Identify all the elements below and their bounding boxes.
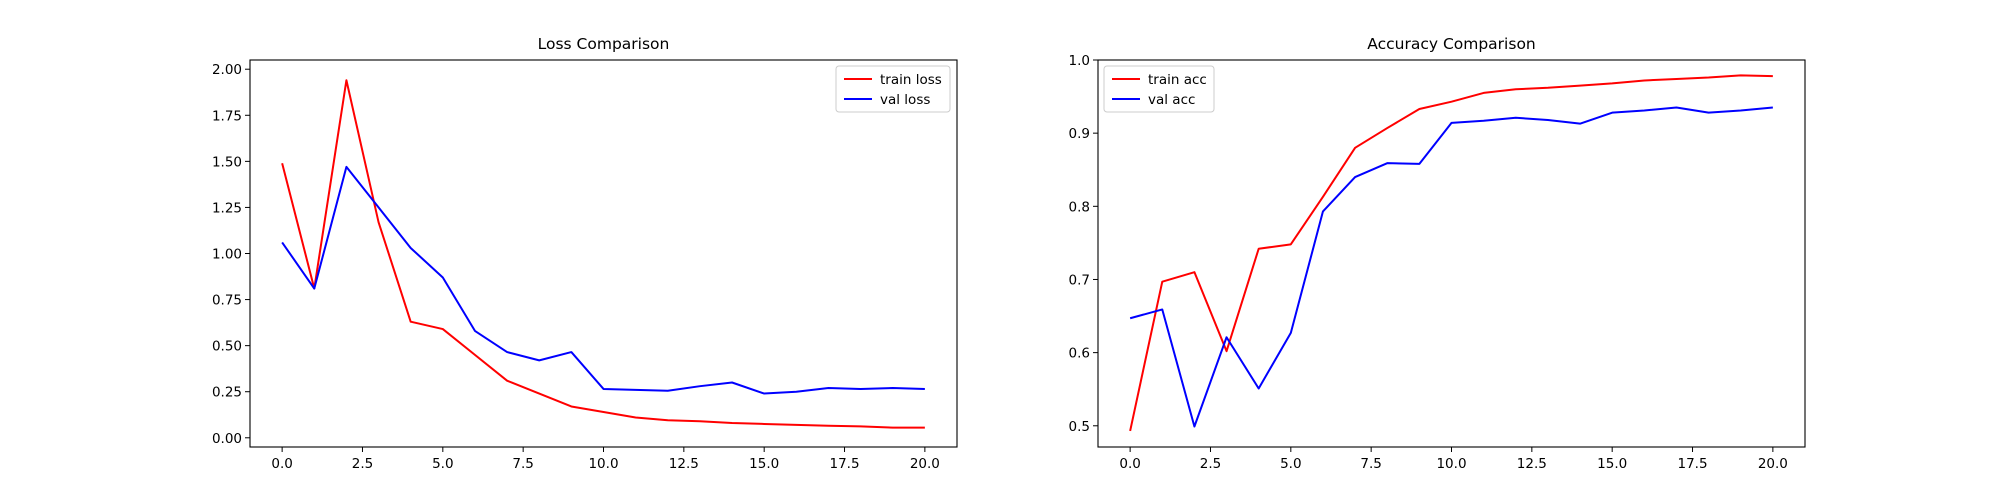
legend-label: train acc (1148, 72, 1207, 88)
x-tick-label: 10.0 (1436, 456, 1466, 472)
x-tick-label: 7.5 (512, 456, 533, 472)
y-tick-label: 1.00 (212, 247, 242, 263)
series-line-train-acc (1129, 74, 1773, 432)
y-tick-label: 2.00 (212, 62, 242, 78)
y-tick-label: 0.50 (212, 339, 242, 355)
x-tick-label: 20.0 (1758, 456, 1788, 472)
y-tick-label: 1.0 (1069, 53, 1090, 69)
axes-frame (1097, 59, 1806, 448)
x-tick-label: 12.5 (669, 456, 699, 472)
y-tick-label: 1.25 (212, 200, 242, 216)
y-tick-label: 1.50 (212, 154, 242, 170)
x-tick-label: 17.5 (829, 456, 859, 472)
x-tick-label: 10.0 (588, 456, 618, 472)
x-tick-label: 15.0 (749, 456, 779, 472)
legend-box (1103, 65, 1215, 113)
y-tick-label: 0.75 (212, 293, 242, 309)
legend-label: val loss (880, 92, 930, 108)
series-line-val-loss (281, 165, 925, 395)
y-tick-label: 0.25 (212, 385, 242, 401)
chart-title: Accuracy Comparison (1367, 35, 1536, 53)
x-tick-label: 0.0 (271, 456, 292, 472)
x-tick-label: 2.5 (1200, 456, 1221, 472)
legend-label: val acc (1148, 92, 1195, 108)
x-tick-label: 5.0 (1280, 456, 1301, 472)
x-tick-label: 5.0 (432, 456, 453, 472)
y-tick-label: 0.7 (1069, 272, 1090, 288)
y-tick-label: 1.75 (212, 108, 242, 124)
y-tick-label: 0.5 (1069, 419, 1090, 435)
y-tick-label: 0.8 (1069, 199, 1090, 215)
y-tick-label: 0.00 (212, 431, 242, 447)
chart-title: Loss Comparison (538, 35, 670, 53)
legend: train loss val loss (835, 65, 951, 113)
x-tick-label: 20.0 (910, 456, 940, 472)
y-tick-label: 0.9 (1069, 126, 1090, 142)
legend: train acc val acc (1103, 65, 1215, 113)
x-tick-label: 7.5 (1360, 456, 1381, 472)
y-tick-label: 0.6 (1069, 346, 1090, 362)
accuracy-chart: Accuracy Comparison 0.0 2.5 5.0 7.5 10.0 12.5 1… (1069, 35, 1806, 472)
series-line-train-loss (281, 79, 925, 429)
series-line-val-acc (1129, 106, 1773, 428)
x-tick-label: 12.5 (1517, 456, 1547, 472)
legend-label: train loss (880, 72, 942, 88)
x-tick-label: 2.5 (352, 456, 373, 472)
x-tick-label: 15.0 (1597, 456, 1627, 472)
legend-box (835, 65, 951, 113)
x-tick-label: 17.5 (1677, 456, 1707, 472)
x-tick-label: 0.0 (1119, 456, 1140, 472)
loss-chart: Loss Comparison 0.0 2.5 5.0 7.5 10.0 12.5 15.0 1… (212, 35, 958, 472)
